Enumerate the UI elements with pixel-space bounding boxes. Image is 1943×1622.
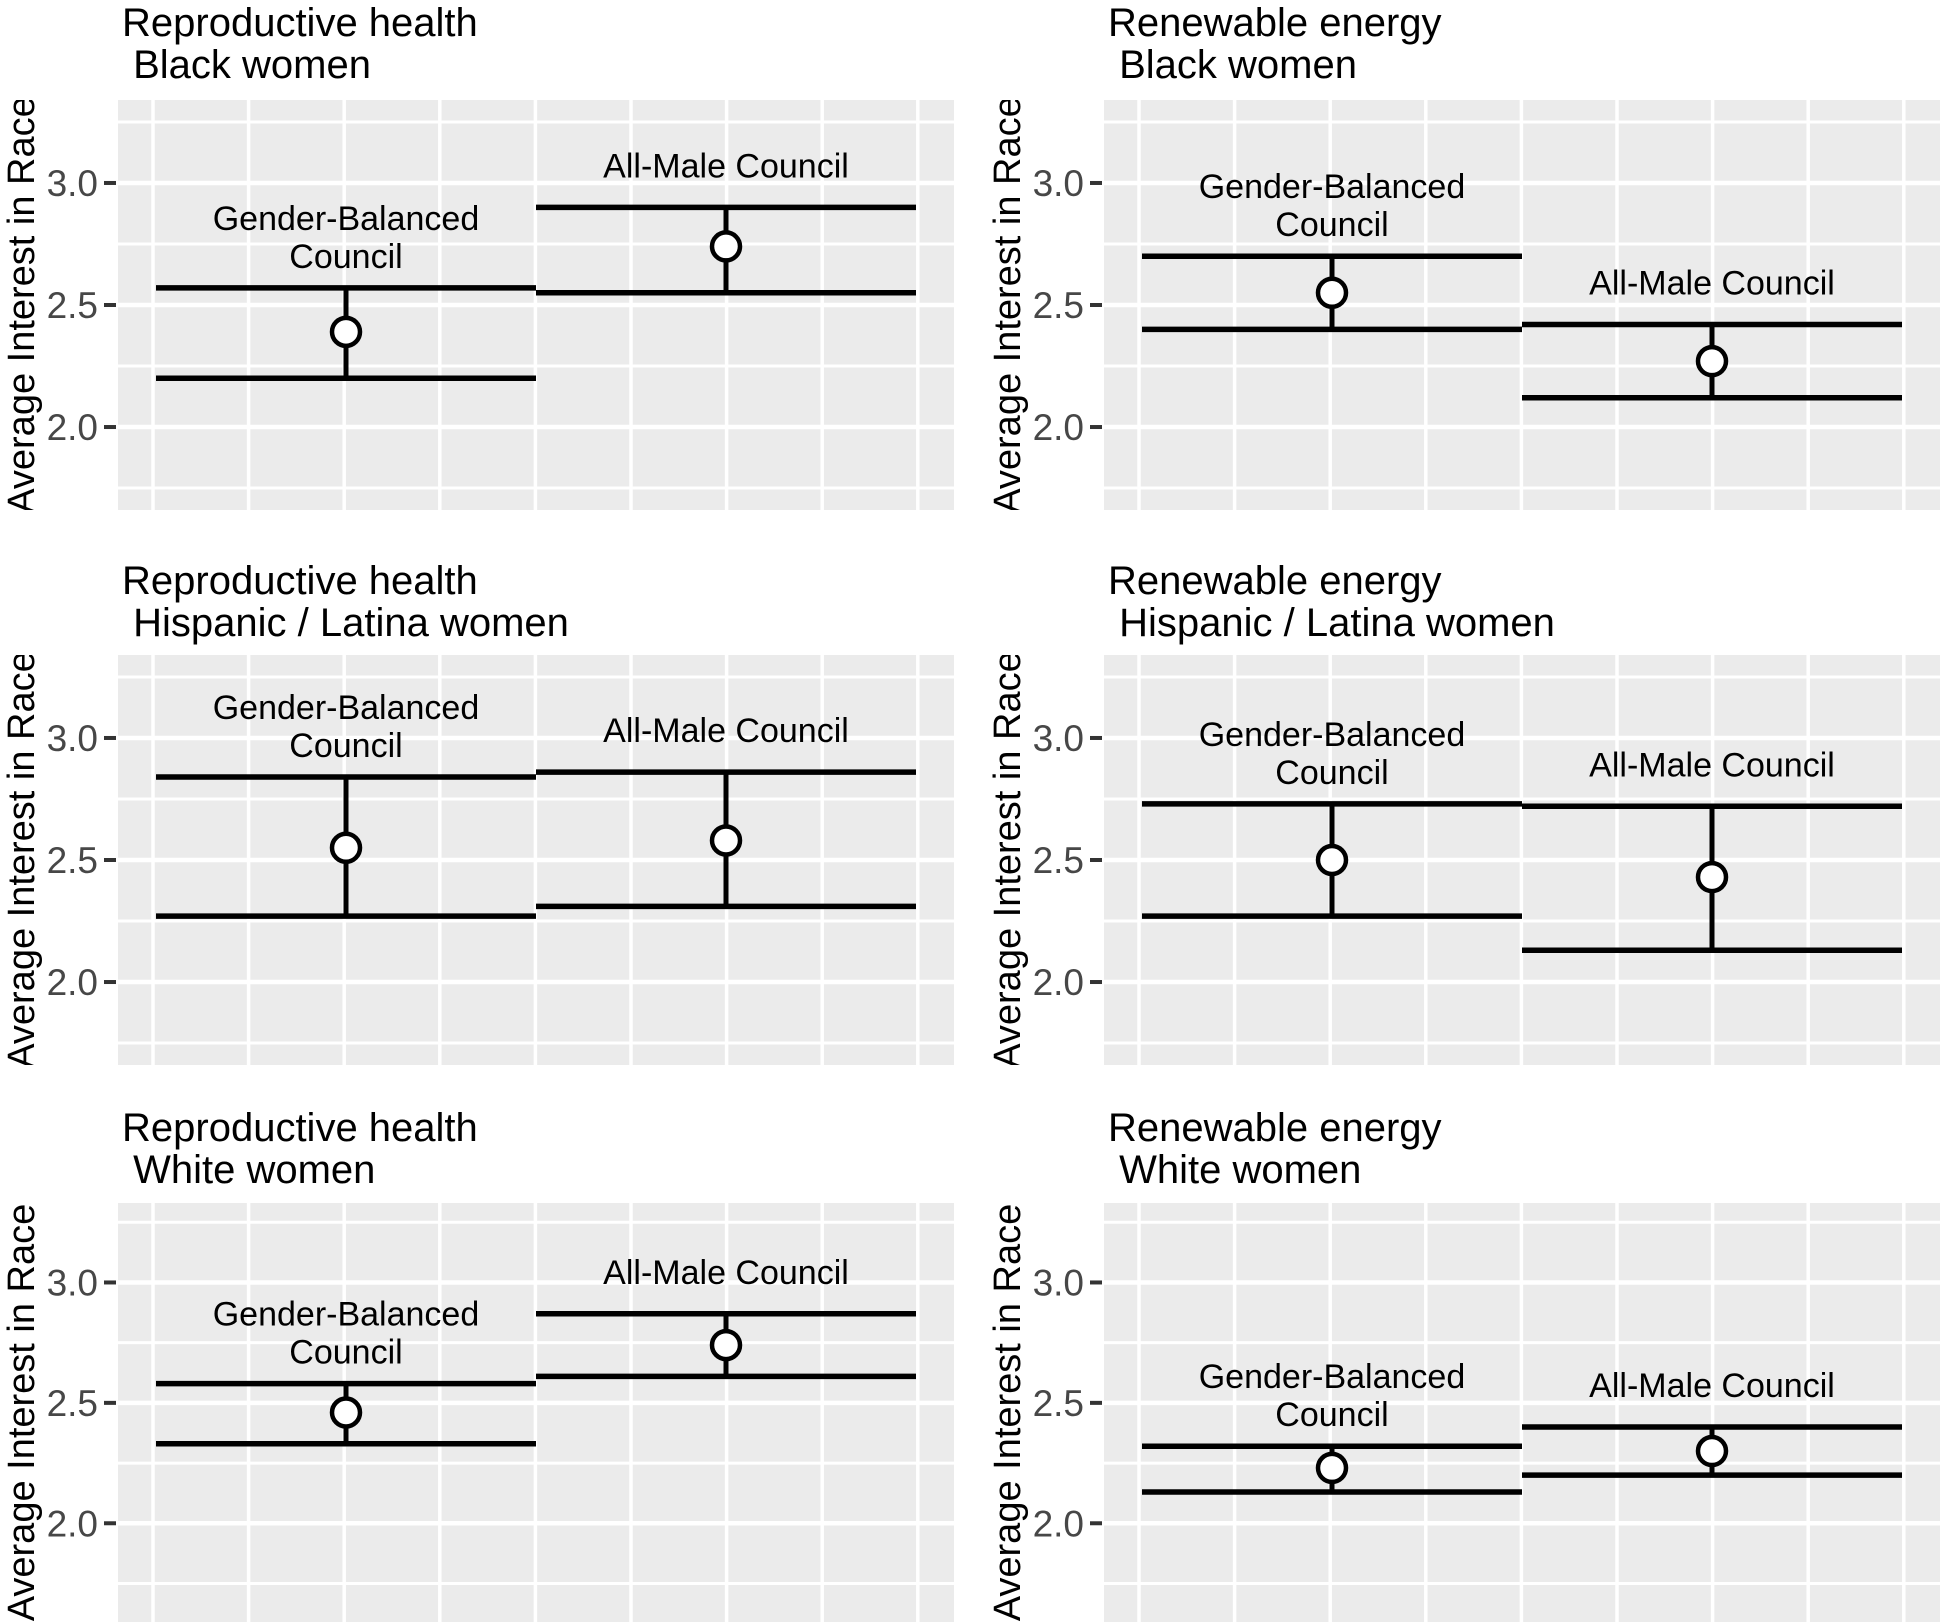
point-estimate — [1315, 1451, 1349, 1485]
condition-label: All-Male Council — [1589, 746, 1835, 784]
y-tick-label: 2.0 — [1033, 962, 1084, 1003]
y-tick-label: 3.0 — [1033, 1262, 1084, 1303]
y-axis-label: Average Interest in Race — [1, 1204, 43, 1622]
condition-label: Council — [289, 238, 402, 276]
panel-title-group: White women — [122, 1148, 376, 1192]
panel-reproductive-health-white-women: Reproductive health White women 3.0 2.5 2.… — [0, 1107, 954, 1622]
point-estimate — [709, 230, 743, 263]
panel-title: Reproductive health White women — [122, 1107, 478, 1191]
panel-renewable-energy-black-women: Renewable energy Black women 3.0 2.5 2.0 Av… — [986, 2, 1940, 510]
y-axis-label: Average Interest in Race — [1, 655, 43, 1065]
panel-title: Renewable energy Hispanic / Latina women — [1108, 560, 1555, 644]
panel-title: Renewable energy Black women — [1108, 2, 1442, 86]
panel-title-topic: Reproductive health — [122, 1106, 478, 1150]
y-tick-label: 2.5 — [47, 840, 98, 881]
y-axis-label: Average Interest in Race — [987, 655, 1029, 1065]
panel-title: Reproductive health Black women — [122, 2, 478, 86]
panel-reproductive-health-black-women: Reproductive health Black women 3.0 2.5 2.… — [0, 2, 954, 510]
condition-label: Gender-Balanced — [213, 1296, 480, 1334]
point-estimate — [1315, 276, 1349, 310]
y-tick-label: 2.5 — [47, 1383, 98, 1424]
point-estimate — [1315, 843, 1349, 877]
y-tick-label: 2.0 — [1033, 1503, 1084, 1544]
condition-label: Council — [1275, 1396, 1388, 1434]
y-tick-label: 2.5 — [1033, 1383, 1084, 1424]
panel-title-topic: Renewable energy — [1108, 1106, 1442, 1150]
condition-label: Gender-Balanced — [213, 200, 480, 238]
point-estimate — [1695, 860, 1729, 894]
condition-label: All-Male Council — [603, 1254, 849, 1292]
y-tick-label: 3.0 — [47, 1262, 98, 1303]
panel-renewable-energy-white-women: Renewable energy White women 3.0 2.5 2.0 Av… — [986, 1107, 1940, 1622]
condition-label: All-Male Council — [603, 147, 849, 185]
panel-renewable-energy-hispanic-latina-women: Renewable energy Hispanic / Latina women… — [986, 560, 1940, 1065]
point-estimate — [709, 824, 743, 857]
y-tick-label: 2.0 — [47, 962, 98, 1003]
y-tick-label: 2.0 — [47, 407, 98, 448]
condition-label: Council — [289, 1334, 402, 1372]
panel-title-topic: Reproductive health — [122, 1, 478, 45]
y-tick-label: 3.0 — [47, 163, 98, 204]
y-tick-label: 3.0 — [1033, 718, 1084, 759]
y-tick-label: 2.0 — [47, 1503, 98, 1544]
panel-title: Reproductive health Hispanic / Latina wo… — [122, 560, 569, 644]
panel-title-topic: Renewable energy — [1108, 1, 1442, 45]
condition-label: Council — [1275, 206, 1388, 244]
condition-label: Gender-Balanced — [213, 689, 480, 727]
panel-title-group: Hispanic / Latina women — [1108, 601, 1555, 645]
panel-title-group: Hispanic / Latina women — [122, 601, 569, 645]
point-estimate — [329, 1396, 363, 1429]
condition-label: All-Male Council — [1589, 265, 1835, 303]
point-estimate — [329, 831, 363, 865]
panel-title-group: Black women — [1108, 43, 1357, 87]
condition-label: Council — [1275, 754, 1388, 792]
condition-label: All-Male Council — [603, 712, 849, 750]
panel-title-topic: Reproductive health — [122, 559, 478, 603]
panel-title-topic: Renewable energy — [1108, 559, 1442, 603]
y-tick-label: 2.5 — [47, 285, 98, 326]
y-tick-label: 3.0 — [47, 718, 98, 759]
y-tick-label: 2.5 — [1033, 840, 1084, 881]
panel-title-group: White women — [1108, 1148, 1362, 1192]
y-axis-label: Average Interest in Race — [987, 100, 1029, 510]
condition-label: All-Male Council — [1589, 1367, 1835, 1405]
point-estimate — [1695, 1434, 1729, 1468]
y-axis-label: Average Interest in Race — [987, 1204, 1029, 1622]
condition-label: Council — [289, 727, 402, 765]
y-tick-label: 3.0 — [1033, 163, 1084, 204]
point-estimate — [1695, 344, 1729, 378]
y-tick-label: 2.0 — [1033, 407, 1084, 448]
condition-label: Gender-Balanced — [1199, 716, 1466, 754]
panel-title-group: Black women — [122, 43, 371, 87]
condition-label: Gender-Balanced — [1199, 1358, 1466, 1396]
condition-label: Gender-Balanced — [1199, 168, 1466, 206]
point-estimate — [329, 315, 363, 349]
panel-title: Renewable energy White women — [1108, 1107, 1442, 1191]
panel-reproductive-health-hispanic-latina-women: Reproductive health Hispanic / Latina wo… — [0, 560, 954, 1065]
point-estimate — [709, 1328, 743, 1362]
y-tick-label: 2.5 — [1033, 285, 1084, 326]
y-axis-label: Average Interest in Race — [1, 100, 43, 510]
